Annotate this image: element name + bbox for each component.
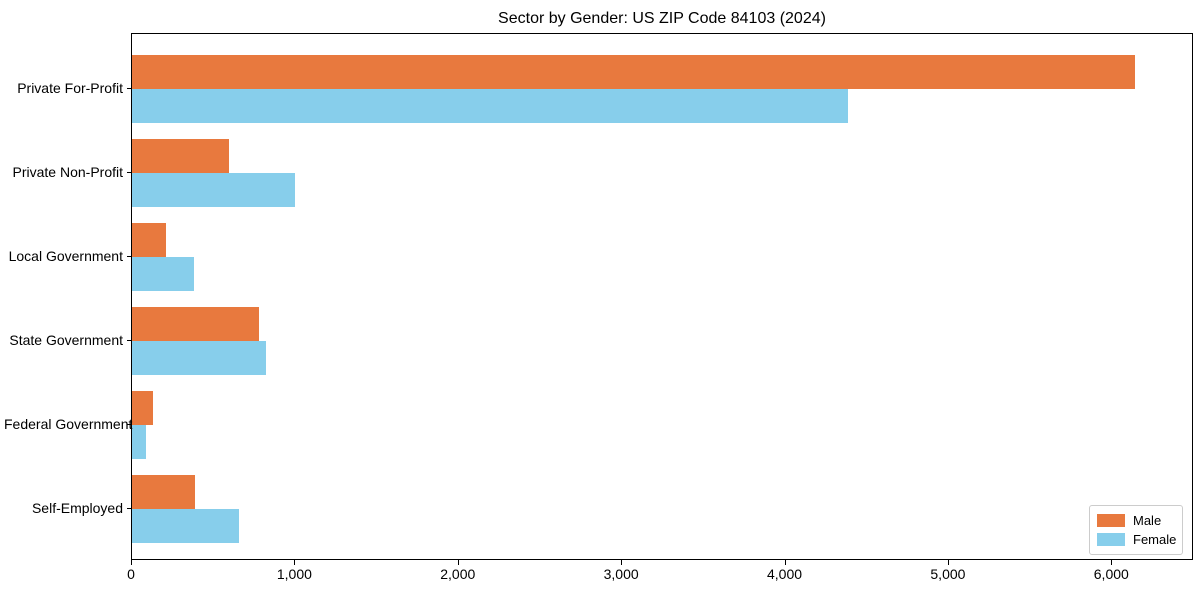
- y-tick-mark: [127, 424, 131, 425]
- y-tick-label-1: Private Non-Profit: [12, 164, 123, 180]
- bar-female-3: [132, 341, 266, 375]
- x-tick-label-6: 6,000: [1093, 566, 1129, 582]
- bar-male-1: [132, 139, 230, 173]
- x-tick-label-0: 0: [127, 566, 135, 582]
- bar-male-5: [132, 475, 195, 509]
- x-tick-label-2: 2,000: [440, 566, 476, 582]
- male-color-swatch: [1097, 514, 1125, 527]
- y-tick-label-4: Federal Government: [4, 416, 133, 432]
- x-tick-mark: [1111, 560, 1113, 565]
- y-tick-label-3: State Government: [9, 332, 123, 348]
- y-tick-label-0: Private For-Profit: [17, 80, 123, 96]
- legend-entry-male: Male: [1097, 511, 1175, 530]
- bar-male-4: [132, 391, 154, 425]
- x-tick-label-3: 3,000: [603, 566, 639, 582]
- y-tick-label-2: Local Government: [8, 248, 123, 264]
- x-tick-label-5: 5,000: [930, 566, 966, 582]
- legend: Male Female: [1089, 505, 1183, 555]
- legend-entry-female: Female: [1097, 530, 1177, 549]
- x-tick-mark: [621, 560, 623, 565]
- y-tick-mark: [127, 88, 131, 89]
- bar-male-0: [132, 55, 1136, 89]
- bar-female-5: [132, 509, 240, 543]
- x-tick-mark: [457, 560, 459, 565]
- x-tick-mark: [131, 560, 132, 565]
- chart-title: Sector by Gender: US ZIP Code 84103 (202…: [498, 10, 826, 27]
- y-tick-mark: [127, 508, 131, 509]
- x-tick-label-4: 4,000: [767, 566, 803, 582]
- y-tick-label-5: Self-Employed: [31, 500, 123, 516]
- y-tick-mark: [127, 340, 131, 341]
- y-tick-mark: [127, 172, 131, 173]
- x-tick-label-1: 1,000: [276, 566, 312, 582]
- female-color-swatch: [1097, 533, 1125, 546]
- bar-female-1: [132, 173, 296, 207]
- bar-male-3: [132, 307, 259, 341]
- legend-label-male: Male: [1133, 512, 1162, 528]
- bar-female-4: [132, 425, 146, 459]
- bar-female-2: [132, 257, 195, 291]
- x-tick-mark: [294, 560, 296, 565]
- x-tick-mark: [947, 560, 949, 565]
- x-tick-mark: [784, 560, 786, 565]
- bar-female-0: [132, 89, 848, 123]
- plot-area: [131, 33, 1193, 560]
- y-tick-mark: [127, 256, 131, 257]
- bar-male-2: [132, 223, 167, 257]
- legend-label-female: Female: [1133, 531, 1177, 547]
